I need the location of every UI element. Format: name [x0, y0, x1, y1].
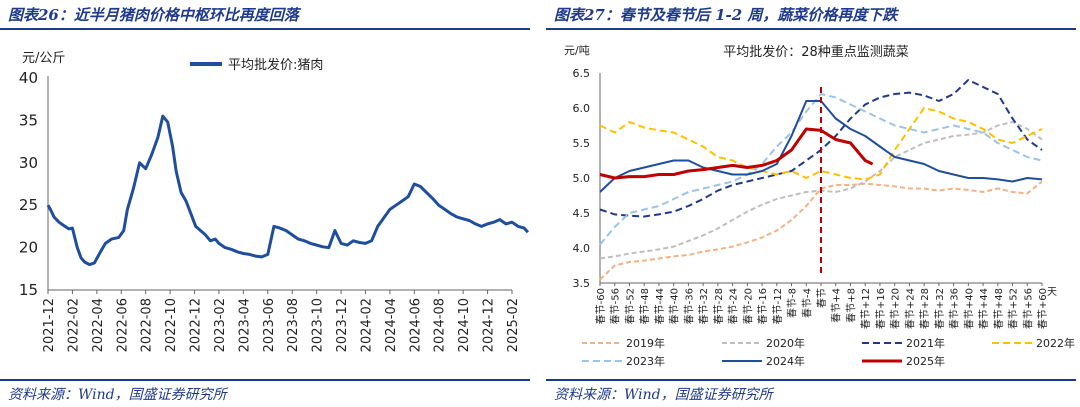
right-x-tick-label: 春节-48 [639, 288, 651, 324]
right-legend-label: 2022年 [1036, 336, 1075, 350]
right-x-tick-label: 春节+56 [1022, 288, 1034, 329]
right-y-tick-label: 6.0 [573, 102, 591, 115]
right-x-tick-label: 春节-20 [742, 288, 754, 324]
right-x-tick-label: 春节-24 [728, 288, 740, 324]
left-x-tick-label: 2023-02 [213, 298, 228, 352]
right-x-tick-label: 春节+12 [860, 288, 872, 329]
right-y-tick-label: 6.5 [573, 67, 591, 80]
left-x-tick-label: 2022-04 [91, 298, 106, 352]
right-x-tick-label: 春节+44 [978, 288, 990, 329]
right-x-tick-label: 春节+24 [904, 288, 916, 329]
right-x-tick-label: 春节-16 [757, 288, 769, 324]
right-legend-label: 2023年 [626, 354, 665, 368]
right-chart-title: 平均批发价：28种重点监测蔬菜 [723, 44, 909, 60]
right-y-tick-label: 5.0 [573, 172, 591, 185]
right-x-tick-label: 春节+48 [993, 288, 1005, 329]
right-x-unit-label: 天 [1047, 287, 1057, 298]
right-vegetable-price-chart: 元/吨 平均批发价：28种重点监测蔬菜 3.5 4.0 4.5 5.0 5.5 6.0 6.5 春… [564, 44, 1075, 368]
left-panel: 图表26：近半月猪肉价格中枢环比再度回落 元/公斤 15 20 25 30 35 40 202… [0, 0, 530, 407]
right-y-tick-label: 3.5 [573, 277, 591, 290]
left-legend-label: 平均批发价:猪肉 [228, 57, 323, 73]
left-y-tick-label: 20 [19, 239, 38, 257]
right-x-tick-label: 春节+4 [831, 288, 843, 323]
right-x-tick-label: 春节+36 [949, 288, 961, 329]
right-legend-label: 2021年 [906, 336, 945, 350]
right-x-tick-label: 春节+52 [1008, 288, 1020, 329]
right-x-tick-label: 春节-44 [654, 288, 666, 324]
right-x-tick-label: 春节-60 [595, 288, 607, 324]
left-x-tick-label: 2022-08 [140, 298, 155, 352]
right-x-tick-label: 春节-32 [698, 288, 710, 324]
left-source-rule [0, 379, 530, 381]
right-x-tick-label: 春节-52 [624, 288, 636, 324]
right-y-axis-label: 元/吨 [564, 44, 590, 57]
right-x-tick-label: 春节+8 [845, 288, 857, 323]
right-legend-label: 2025年 [906, 354, 945, 368]
left-x-tick-label: 2022-10 [164, 298, 179, 352]
right-legend-label: 2024年 [766, 354, 805, 368]
left-x-tick-label: 2023-12 [335, 298, 350, 352]
right-x-tick-label: 春节+16 [875, 288, 887, 329]
left-title-rule [0, 28, 530, 30]
left-source-note: 资料来源：Wind，国盛证券研究所 [8, 387, 227, 403]
left-x-tick-label: 2025-02 [506, 298, 521, 352]
right-x-tick-label: 春节-12 [772, 288, 784, 324]
left-x-tick-label: 2023-06 [262, 298, 277, 352]
right-x-tick-label: 春节-8 [787, 288, 799, 318]
right-legend-label: 2020年 [766, 336, 805, 350]
left-figure-title: 图表26：近半月猪肉价格中枢环比再度回落 [8, 6, 299, 24]
right-x-tick-label: 春节-56 [610, 288, 622, 324]
left-x-tick-label: 2024-06 [408, 298, 423, 352]
right-source-rule [546, 379, 1076, 381]
left-x-tick-label: 2021-12 [42, 298, 57, 352]
left-pork-price-chart: 元/公斤 15 20 25 30 35 40 2021-12 2022-02 2022-04 202… [19, 51, 530, 352]
right-y-tick-label: 5.5 [573, 137, 591, 150]
right-series-line-2025年 [599, 127, 874, 180]
left-x-tick-label: 2024-02 [359, 298, 374, 352]
right-series-line-2022年 [599, 107, 1043, 181]
right-y-tick-label: 4.0 [573, 242, 591, 255]
left-series-line-pork [46, 114, 530, 267]
right-title-rule [546, 28, 1076, 30]
right-legend-label: 2019年 [626, 336, 665, 350]
right-x-tick-label: 春节+20 [890, 288, 902, 329]
left-y-axis-label: 元/公斤 [22, 51, 65, 66]
left-x-tick-label: 2022-12 [189, 298, 204, 352]
left-x-tick-label: 2023-08 [286, 298, 301, 352]
right-x-tick-label: 春节-40 [669, 288, 681, 324]
left-y-tick-label: 30 [19, 154, 38, 172]
right-x-tick-label: 春节-28 [713, 288, 725, 324]
right-x-tick-label: 春节 [816, 288, 828, 308]
right-x-tick-label: 春节+60 [1037, 288, 1049, 329]
left-y-tick-label: 35 [19, 111, 38, 129]
right-source-note: 资料来源：Wind，国盛证券研究所 [554, 387, 773, 403]
left-x-tick-label: 2024-12 [482, 298, 497, 352]
left-x-tick-label: 2024-04 [384, 298, 399, 352]
right-x-tick-label: 春节+40 [963, 288, 975, 329]
right-x-tick-label: 春节-4 [801, 288, 813, 318]
left-x-tick-label: 2023-10 [311, 298, 326, 352]
left-x-tick-label: 2024-10 [457, 298, 472, 352]
left-y-tick-label: 15 [19, 281, 38, 299]
left-y-tick-label: 40 [19, 69, 38, 87]
right-x-tick-label: 春节-36 [683, 288, 695, 324]
right-panel: 图表27：春节及春节后 1-2 周，蔬菜价格再度下跌 元/吨 平均批发价：28种重… [546, 0, 1076, 407]
right-series-line-2023年 [599, 93, 1043, 246]
right-y-tick-label: 4.5 [573, 207, 591, 220]
left-x-tick-label: 2022-06 [115, 298, 130, 352]
left-x-tick-label: 2024-08 [433, 298, 448, 352]
right-x-tick-label: 春节+28 [919, 288, 931, 329]
right-figure-title: 图表27：春节及春节后 1-2 周，蔬菜价格再度下跌 [554, 6, 898, 24]
left-y-tick-label: 25 [19, 196, 38, 214]
right-x-tick-label: 春节+32 [934, 288, 946, 329]
left-x-tick-label: 2022-02 [66, 298, 81, 352]
left-x-tick-label: 2023-04 [237, 298, 252, 352]
